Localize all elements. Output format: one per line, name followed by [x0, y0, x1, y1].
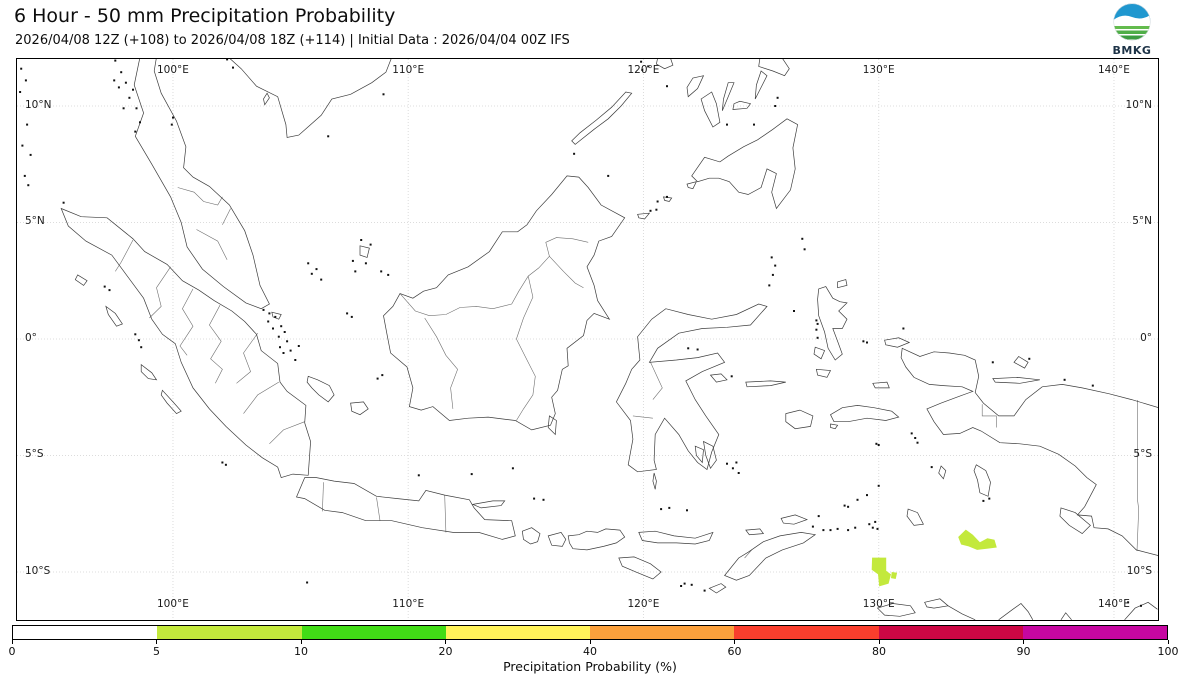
- colorbar-axis-label: Precipitation Probability (%): [503, 659, 677, 674]
- coastlines-layer: [60, 59, 1158, 620]
- lat-tick-label-right: 5°S: [1133, 448, 1152, 461]
- colorbar-tick-label: 60: [727, 645, 742, 658]
- colorbar-tick: [300, 640, 302, 644]
- bmkg-globe-icon: [1113, 3, 1151, 41]
- lat-tick-label-left: 10°N: [25, 98, 52, 111]
- colorbar-tick-label: 40: [583, 645, 597, 658]
- colorbar-tick: [11, 640, 13, 644]
- precip-probability-patches: [871, 529, 997, 587]
- lon-tick-label-top: 130°E: [862, 64, 895, 76]
- gridlines-layer: [17, 59, 1158, 620]
- precip-patch: [958, 529, 997, 550]
- lon-tick-label-top: 110°E: [392, 64, 425, 76]
- page-title: 6 Hour - 50 mm Precipitation Probability: [14, 5, 396, 27]
- colorbar-tick-label: 0: [8, 645, 16, 658]
- precip-patch: [871, 557, 891, 587]
- page-subtitle: 2026/04/08 12Z (+108) to 2026/04/08 18Z …: [15, 33, 570, 48]
- lon-tick-label-top: 140°E: [1098, 64, 1130, 76]
- map-plot: 100°E 100°E 110°E 110°E 120°E 120°E 130°E 130°E…: [16, 58, 1159, 621]
- small-islands-layer: [19, 59, 1142, 607]
- colorbar-segment: [13, 626, 158, 639]
- colorbar-tick: [156, 640, 157, 644]
- colorbar-tick: [878, 640, 880, 644]
- lat-tick-label-left: 0°: [25, 331, 37, 344]
- colorbar-segment: [1022, 626, 1167, 639]
- map-svg: [17, 59, 1158, 620]
- colorbar-tick-label: 20: [438, 645, 453, 658]
- colorbar-tick-label: 10: [294, 645, 308, 658]
- lon-tick-label-bottom: 140°E: [1098, 598, 1130, 610]
- colorbar-tick-label: 100: [1157, 645, 1179, 658]
- colorbar-segment: [878, 626, 1023, 639]
- lon-tick-label-bottom: 110°E: [392, 598, 425, 610]
- colorbar-tick: [1167, 640, 1169, 644]
- lat-tick-label-left: 10°S: [25, 564, 51, 577]
- colorbar-tick-label: 80: [872, 645, 886, 658]
- lat-tick-label-left: 5°S: [25, 448, 44, 461]
- colorbar-segment: [734, 626, 879, 639]
- admin-borders-layer: [115, 187, 1140, 559]
- colorbar-segment: [445, 626, 590, 639]
- colorbar-segment: [157, 626, 302, 639]
- colorbar-segment: [590, 626, 735, 639]
- colorbar-tick: [445, 640, 446, 644]
- lat-tick-label-left: 5°N: [25, 215, 45, 228]
- lat-tick-label-right: 10°S: [1126, 564, 1152, 577]
- colorbar-segment: [301, 626, 446, 639]
- colorbar-tick: [1023, 640, 1024, 644]
- lon-tick-label-bottom: 120°E: [627, 598, 660, 610]
- lon-tick-label-bottom: 130°E: [862, 598, 895, 610]
- lat-tick-label-right: 10°N: [1125, 98, 1152, 111]
- lon-tick-label-top: 100°E: [157, 64, 189, 76]
- colorbar-tick: [734, 640, 735, 644]
- colorbar: [12, 625, 1168, 640]
- lat-tick-label-right: 5°N: [1132, 215, 1152, 228]
- lon-tick-label-top: 120°E: [627, 64, 660, 76]
- lon-tick-label-bottom: 100°E: [157, 598, 189, 610]
- colorbar-tick-label: 5: [153, 645, 160, 658]
- precip-patch: [891, 572, 898, 579]
- bmkg-logo: BMKG: [1104, 1, 1160, 57]
- colorbar-tick-label: 90: [1016, 645, 1031, 658]
- bmkg-logo-label: BMKG: [1112, 44, 1152, 57]
- colorbar-tick: [589, 640, 591, 644]
- lat-tick-label-right: 0°: [1140, 331, 1152, 344]
